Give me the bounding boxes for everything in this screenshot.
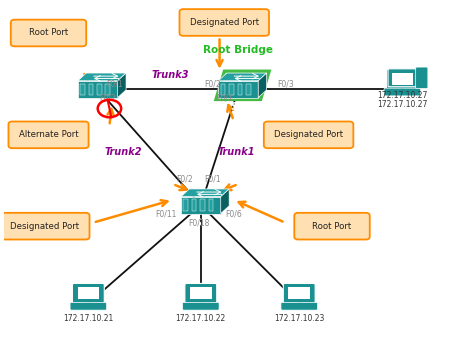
FancyBboxPatch shape: [294, 213, 370, 240]
FancyBboxPatch shape: [283, 284, 315, 303]
Text: 172.17.10.23: 172.17.10.23: [274, 314, 324, 323]
FancyBboxPatch shape: [246, 84, 251, 95]
FancyBboxPatch shape: [289, 287, 310, 299]
Text: Designated Port: Designated Port: [274, 130, 343, 139]
FancyBboxPatch shape: [386, 69, 418, 89]
Polygon shape: [219, 73, 267, 81]
FancyBboxPatch shape: [200, 199, 205, 211]
Text: F0/18: F0/18: [188, 218, 209, 227]
Text: F0/11: F0/11: [155, 209, 176, 218]
Text: F0/2: F0/2: [204, 79, 221, 88]
Text: Root Port: Root Port: [29, 29, 68, 38]
FancyBboxPatch shape: [209, 199, 213, 211]
Polygon shape: [221, 189, 229, 213]
Text: 172.17.10.27: 172.17.10.27: [377, 100, 428, 109]
Text: PC3: PC3: [289, 288, 310, 298]
Text: F0/1: F0/1: [204, 174, 221, 183]
Text: PC2: PC2: [190, 288, 211, 298]
FancyBboxPatch shape: [264, 121, 353, 148]
FancyBboxPatch shape: [190, 287, 211, 299]
Text: F0/1: F0/1: [216, 93, 233, 102]
FancyBboxPatch shape: [78, 287, 99, 299]
FancyBboxPatch shape: [191, 199, 196, 211]
FancyBboxPatch shape: [185, 284, 217, 303]
FancyBboxPatch shape: [182, 302, 219, 310]
Text: F0/6: F0/6: [225, 209, 242, 218]
Text: Root Bridge: Root Bridge: [203, 45, 273, 55]
FancyBboxPatch shape: [281, 302, 318, 310]
Text: Trunk1: Trunk1: [217, 147, 255, 158]
FancyBboxPatch shape: [229, 84, 234, 95]
FancyBboxPatch shape: [0, 213, 90, 240]
Text: Trunk2: Trunk2: [105, 147, 142, 158]
Text: PC4: PC4: [392, 73, 413, 83]
Polygon shape: [181, 197, 221, 213]
Text: F0/3: F0/3: [277, 79, 293, 88]
FancyBboxPatch shape: [89, 84, 93, 95]
FancyBboxPatch shape: [237, 84, 242, 95]
Polygon shape: [78, 81, 118, 98]
FancyBboxPatch shape: [392, 73, 413, 85]
Polygon shape: [78, 73, 126, 81]
FancyBboxPatch shape: [11, 20, 86, 46]
Polygon shape: [258, 73, 267, 98]
Text: Trunk3: Trunk3: [152, 70, 189, 80]
Text: PC4: PC4: [392, 74, 413, 84]
Text: S2: S2: [193, 218, 209, 228]
Text: F0/1: F0/1: [106, 79, 122, 88]
Polygon shape: [181, 189, 229, 197]
Text: Designated Port: Designated Port: [10, 222, 79, 231]
Polygon shape: [118, 73, 126, 98]
FancyBboxPatch shape: [80, 84, 85, 95]
Text: Alternate Port: Alternate Port: [18, 130, 78, 139]
FancyBboxPatch shape: [388, 69, 417, 87]
Text: 172.17.10.27: 172.17.10.27: [377, 91, 428, 100]
FancyBboxPatch shape: [183, 199, 188, 211]
FancyBboxPatch shape: [180, 9, 269, 36]
FancyBboxPatch shape: [393, 73, 412, 84]
Text: F0/2: F0/2: [99, 93, 115, 102]
FancyBboxPatch shape: [73, 284, 104, 303]
Polygon shape: [219, 81, 258, 98]
Text: PC1: PC1: [78, 288, 99, 298]
Text: Designated Port: Designated Port: [190, 18, 259, 27]
Text: F0/2: F0/2: [176, 174, 193, 183]
Text: S1: S1: [230, 102, 246, 112]
FancyBboxPatch shape: [416, 67, 428, 88]
FancyBboxPatch shape: [105, 84, 110, 95]
Text: 172.17.10.21: 172.17.10.21: [63, 314, 113, 323]
FancyBboxPatch shape: [70, 302, 107, 310]
Text: Root Port: Root Port: [312, 222, 352, 231]
FancyBboxPatch shape: [384, 88, 420, 96]
FancyBboxPatch shape: [9, 121, 89, 148]
Text: S3: S3: [90, 102, 106, 112]
FancyBboxPatch shape: [97, 84, 102, 95]
FancyBboxPatch shape: [221, 84, 226, 95]
Text: 172.17.10.22: 172.17.10.22: [176, 314, 226, 323]
